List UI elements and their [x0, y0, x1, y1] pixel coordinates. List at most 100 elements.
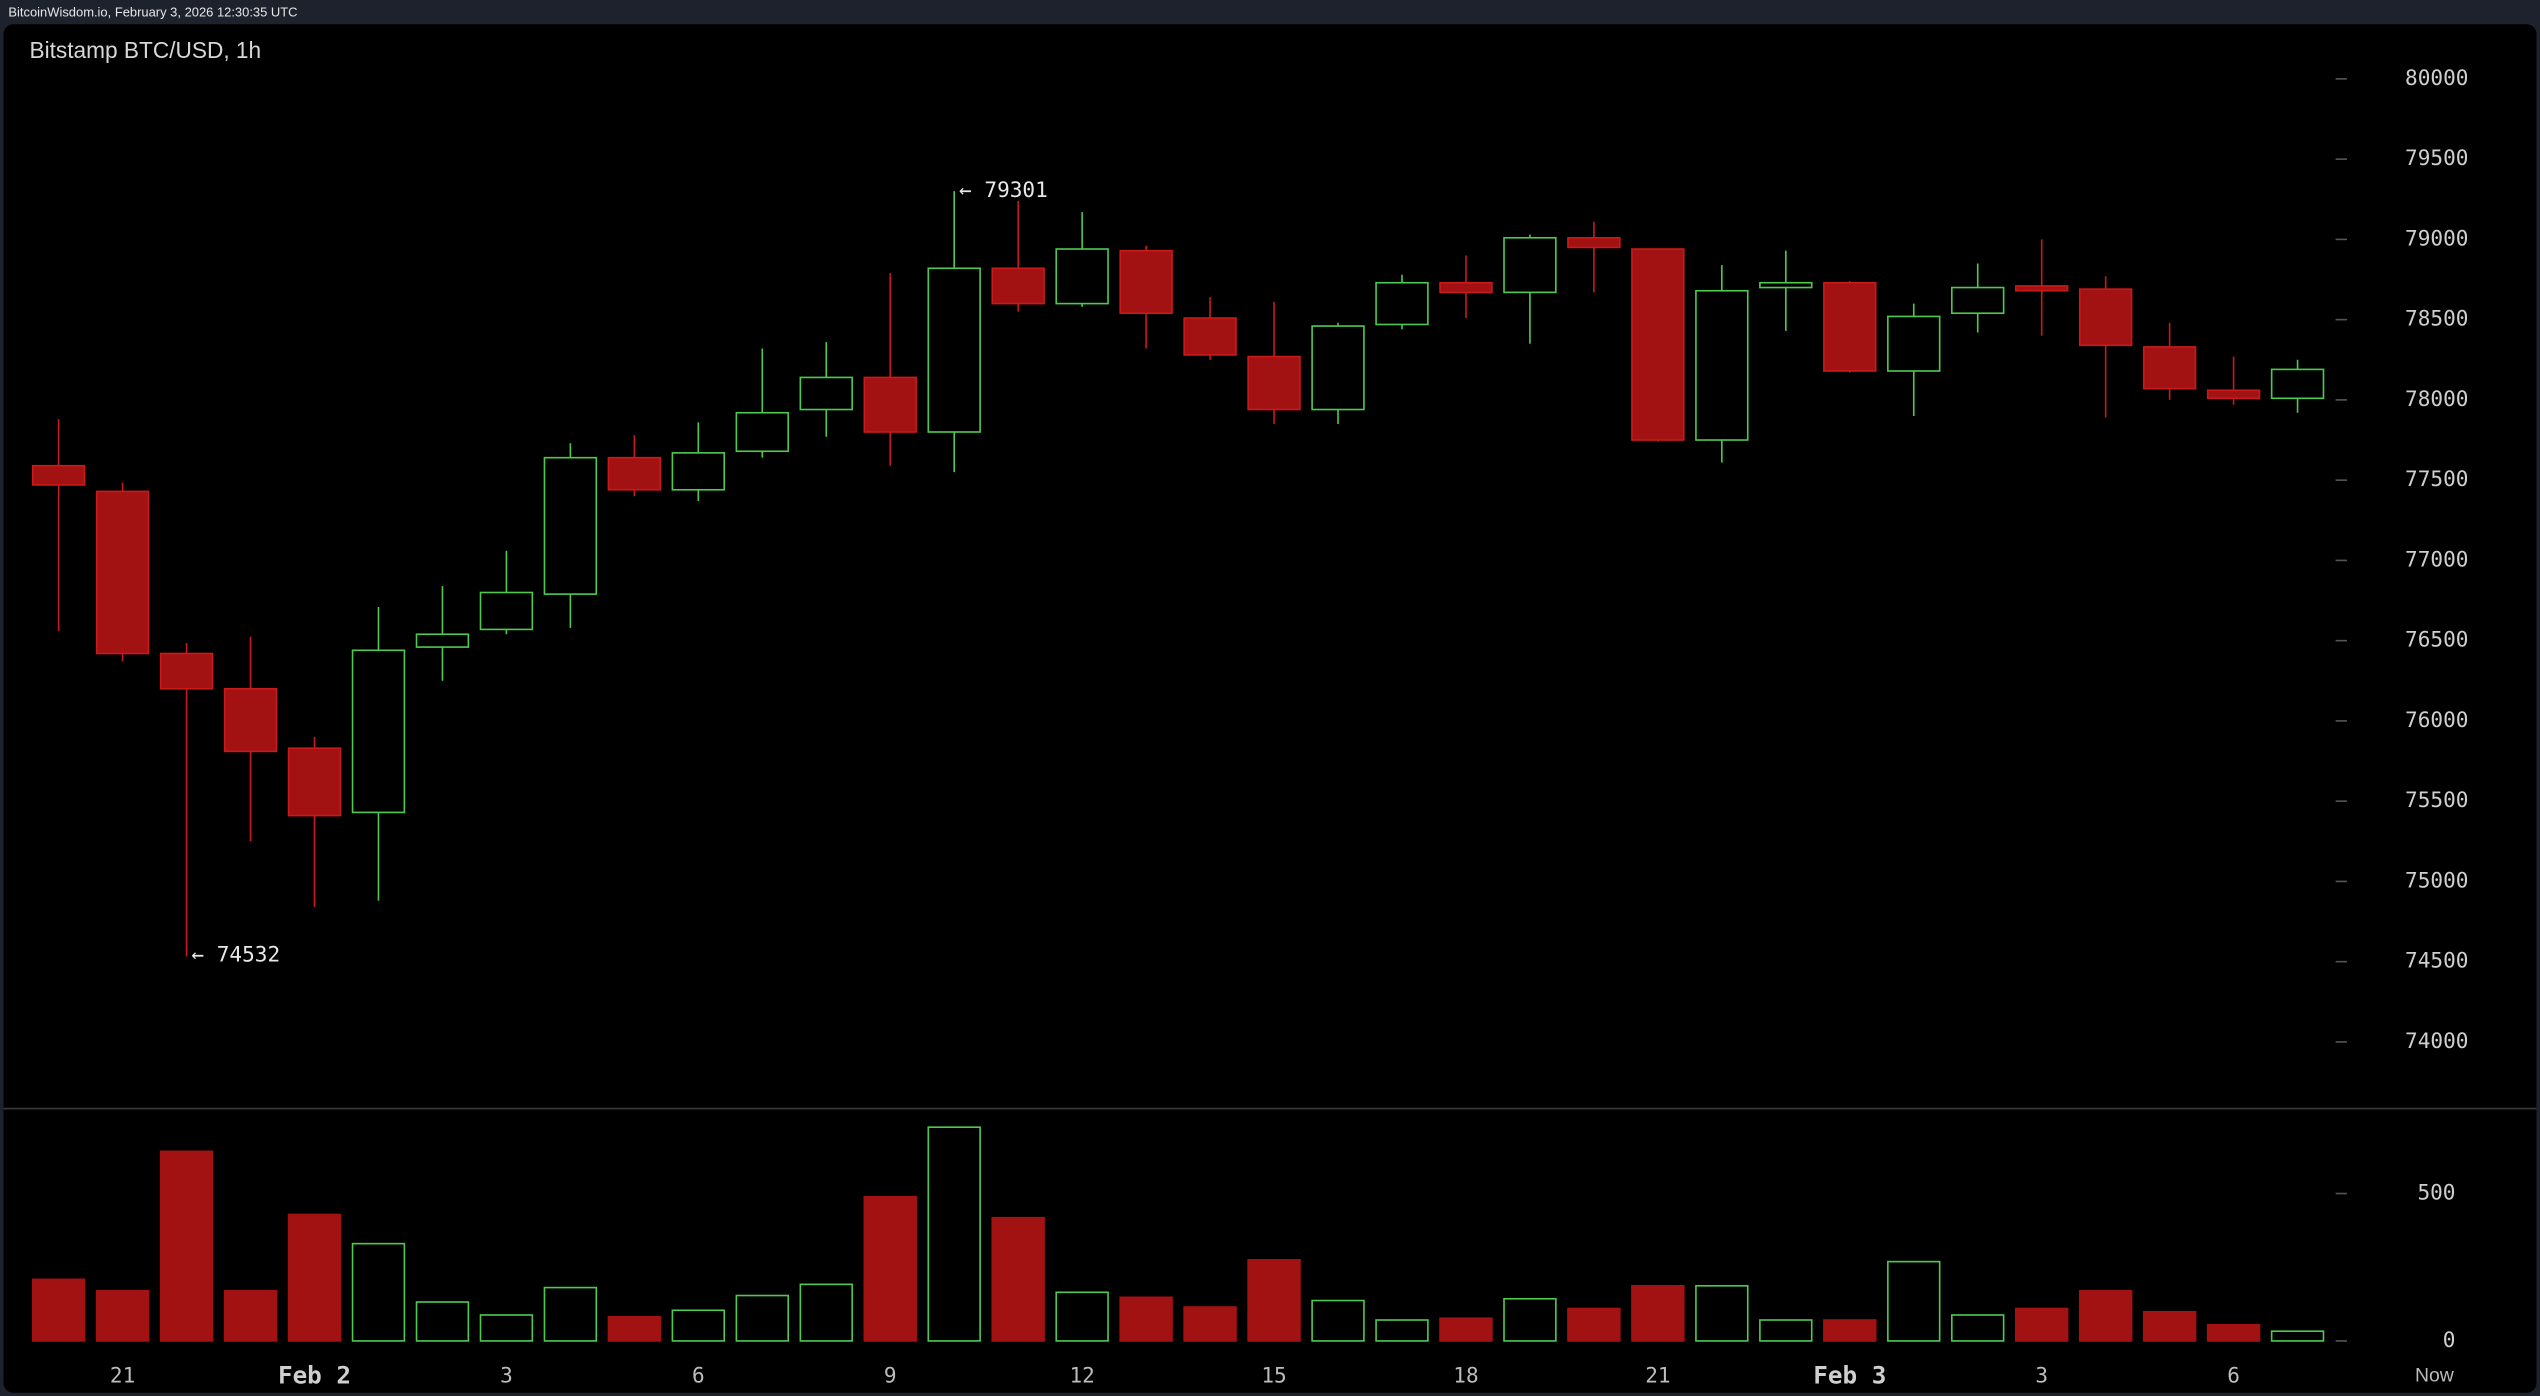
candle-body	[2142, 346, 2197, 390]
candle-body	[543, 456, 598, 595]
candle-body	[671, 452, 726, 491]
candle-body	[927, 267, 981, 433]
x-tick-label: 3	[2035, 1363, 2048, 1388]
y-tick-label: 80000	[2405, 65, 2468, 90]
volume-bar	[31, 1278, 86, 1342]
x-tick-label: Feb 3	[1813, 1361, 1886, 1390]
volume-bar	[1503, 1297, 1557, 1342]
top-bar	[0, 0, 2540, 26]
y-tick-label: 77000	[2405, 546, 2468, 571]
header-source: BitcoinWisdom.io, February 3, 2026 12:30…	[8, 4, 297, 19]
x-tick-label: 21	[1645, 1363, 1670, 1388]
volume-bar	[1439, 1317, 1493, 1342]
x-tick-label: 3	[500, 1363, 513, 1388]
volume-bar	[1247, 1259, 1301, 1342]
volume-bar	[1887, 1260, 1941, 1342]
volume-bar	[2142, 1310, 2197, 1342]
volume-bar	[1759, 1319, 1813, 1342]
candle-body	[1375, 281, 1429, 326]
candle-body	[1950, 286, 2005, 315]
candle-body	[479, 591, 534, 631]
volume-bar	[1375, 1319, 1429, 1342]
now-label: Now	[2415, 1365, 2455, 1387]
x-tick-label: 6	[2227, 1363, 2240, 1388]
candle-body	[1055, 248, 1109, 305]
candle-body	[1183, 317, 1237, 356]
y-tick-label: 78000	[2405, 386, 2468, 411]
low-annotation: ← 74532	[191, 941, 280, 966]
candle-body	[1567, 236, 1621, 249]
volume-bar	[927, 1126, 981, 1342]
y-tick-label: 78500	[2405, 306, 2468, 331]
volume-bar	[671, 1309, 726, 1342]
volume-bar	[2014, 1307, 2069, 1342]
volume-bar	[991, 1216, 1045, 1342]
y-tick-label: 75000	[2405, 867, 2468, 892]
candle-body	[799, 376, 853, 411]
volume-bar	[2206, 1323, 2261, 1342]
volume-bar	[1055, 1291, 1109, 1342]
chart-title: Bitstamp BTC/USD, 1h	[29, 37, 261, 63]
candle-body	[607, 456, 662, 491]
candle-body	[1695, 289, 1749, 441]
volume-bar	[543, 1286, 598, 1342]
y-tick-label: 75500	[2405, 787, 2468, 812]
candle-body	[2206, 389, 2261, 400]
candle-body	[1823, 281, 1877, 372]
y-tick-label: 74500	[2405, 948, 2468, 973]
volume-bar	[735, 1294, 790, 1342]
x-tick-label: 9	[884, 1363, 897, 1388]
volume-bar	[1631, 1284, 1685, 1342]
candle-body	[159, 652, 214, 690]
x-tick-label: 12	[1069, 1363, 1094, 1388]
volume-bar	[223, 1290, 278, 1342]
volume-bar	[1823, 1319, 1877, 1342]
volume-bar	[1183, 1306, 1237, 1342]
volume-bar	[863, 1195, 917, 1342]
high-annotation: ← 79301	[959, 177, 1048, 202]
x-tick-label: 18	[1453, 1363, 1478, 1388]
candle-body	[351, 649, 406, 814]
volume-bar	[479, 1314, 534, 1342]
volume-tick-label: 0	[2443, 1327, 2456, 1352]
candle-body	[991, 267, 1045, 305]
candle-body	[1503, 236, 1557, 294]
x-tick-label: Feb 2	[278, 1361, 351, 1390]
candle-body	[415, 633, 470, 648]
volume-bar	[159, 1150, 214, 1342]
candle-body	[1759, 281, 1813, 289]
candle-body	[1247, 355, 1301, 411]
candle-body	[735, 411, 790, 453]
volume-tick-label: 500	[2417, 1180, 2455, 1205]
volume-bar	[1567, 1307, 1621, 1342]
y-tick-label: 76000	[2405, 707, 2468, 732]
y-tick-label: 79000	[2405, 225, 2468, 250]
volume-bar	[95, 1290, 150, 1342]
candle-body	[1439, 281, 1493, 294]
candle-body	[2078, 288, 2133, 347]
volume-bar	[415, 1301, 470, 1342]
volume-bar	[1695, 1284, 1749, 1342]
volume-bar	[2270, 1330, 2325, 1342]
volume-bar	[287, 1213, 342, 1342]
volume-bar	[1311, 1299, 1365, 1342]
x-tick-label: 21	[110, 1363, 135, 1388]
x-tick-label: 6	[692, 1363, 705, 1388]
volume-bar	[351, 1242, 406, 1342]
volume-bar	[799, 1283, 853, 1342]
volume-bar	[1119, 1296, 1173, 1342]
candle-body	[863, 376, 917, 433]
volume-bar	[1950, 1314, 2005, 1342]
y-tick-label: 77500	[2405, 466, 2468, 491]
volume-bar	[2078, 1290, 2133, 1342]
candle-body	[1311, 325, 1365, 411]
candle-body	[223, 687, 278, 753]
candle-body	[287, 747, 342, 817]
candle-body	[1887, 315, 1941, 372]
y-tick-label: 79500	[2405, 145, 2468, 170]
volume-bar	[607, 1315, 662, 1342]
candle-body	[95, 490, 150, 655]
y-tick-label: 74000	[2405, 1028, 2468, 1053]
